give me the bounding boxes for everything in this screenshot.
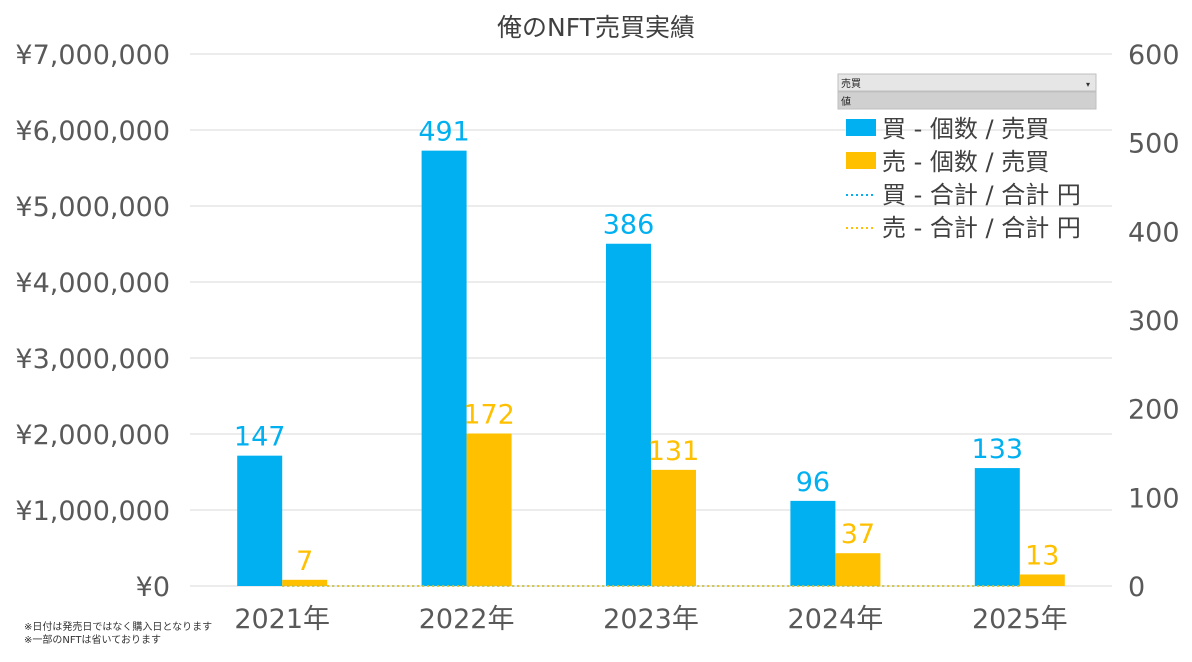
filter-field-box[interactable] [837, 73, 1097, 92]
data-label-buy: 491 [418, 117, 470, 148]
legend-label-buy-bar: 買 - 個数 / 売買 [882, 115, 1049, 143]
legend-label-buy-line: 買 - 合計 / 合計 円 [882, 181, 1081, 209]
data-labels: 147 491 386 96 133 7 172 131 37 13 [234, 117, 1060, 577]
bars [237, 150, 1065, 586]
left-axis-ticks: ¥0 ¥1,000,000 ¥2,000,000 ¥3,000,000 ¥4,000,0… [15, 40, 170, 603]
right-tick-label: 100 [1128, 483, 1180, 514]
right-tick-label: 500 [1128, 129, 1180, 160]
x-tick-label: 2021年 [234, 604, 330, 635]
left-tick-label: ¥7,000,000 [15, 40, 170, 71]
bar-buy [974, 468, 1020, 586]
x-tick-label: 2022年 [419, 604, 515, 635]
legend-label-sell-line: 売 - 合計 / 合計 円 [882, 214, 1081, 242]
data-label-sell: 7 [296, 546, 313, 577]
right-tick-label: 600 [1128, 40, 1180, 71]
x-tick-label: 2024年 [788, 604, 884, 635]
bar-sell [466, 433, 512, 586]
data-label-sell: 13 [1025, 540, 1059, 571]
left-tick-label: ¥5,000,000 [15, 192, 170, 223]
right-axis-ticks: 0 100 200 300 400 500 600 [1128, 40, 1180, 603]
data-label-buy: 133 [972, 434, 1024, 465]
x-axis-ticks: 2021年 2022年 2023年 2024年 2025年 [234, 604, 1067, 635]
legend-swatch-buy-bar [846, 119, 876, 136]
bar-buy [606, 243, 651, 586]
left-tick-label: ¥4,000,000 [15, 268, 170, 299]
bar-sell [1019, 574, 1065, 586]
right-tick-label: 200 [1128, 395, 1180, 426]
right-tick-label: 400 [1128, 217, 1180, 248]
pivot-filter[interactable]: 売買 ▾ 値 [837, 73, 1097, 110]
footnote-1: ※日付は発売日ではなく購入日となります [24, 620, 212, 633]
data-label-buy: 147 [234, 422, 286, 453]
left-tick-label: ¥1,000,000 [15, 496, 170, 527]
data-label-sell: 131 [648, 436, 700, 467]
right-tick-label: 300 [1128, 306, 1180, 337]
chevron-down-icon[interactable]: ▾ [1086, 80, 1090, 89]
data-label-buy: 386 [603, 210, 655, 241]
right-tick-label: 0 [1128, 572, 1145, 603]
data-label-sell: 172 [463, 399, 515, 430]
bar-buy [237, 455, 283, 586]
bar-buy [421, 150, 467, 586]
left-tick-label: ¥2,000,000 [15, 420, 170, 451]
filter-value-label: 値 [841, 95, 851, 108]
left-tick-label: ¥6,000,000 [15, 116, 170, 147]
chart-title: 俺のNFT売買実績 [497, 13, 695, 42]
filter-field-label: 売買 [841, 77, 861, 90]
bar-buy [790, 500, 836, 586]
x-tick-label: 2025年 [972, 604, 1068, 635]
footnote-2: ※一部のNFTは省いております [24, 633, 161, 646]
bar-sell [835, 553, 881, 586]
legend-swatch-sell-bar [846, 152, 876, 169]
left-tick-label: ¥0 [136, 572, 170, 603]
filter-value-box[interactable] [837, 91, 1097, 110]
legend-label-sell-bar: 売 - 個数 / 売買 [882, 148, 1049, 176]
bar-sell [282, 579, 328, 586]
legend: 買 - 個数 / 売買 売 - 個数 / 売買 買 - 合計 / 合計 円 売 … [846, 115, 1081, 242]
x-tick-label: 2023年 [603, 604, 699, 635]
data-label-sell: 37 [841, 519, 875, 550]
data-label-buy: 96 [796, 467, 830, 498]
bar-sell [651, 469, 696, 586]
left-tick-label: ¥3,000,000 [15, 344, 170, 375]
